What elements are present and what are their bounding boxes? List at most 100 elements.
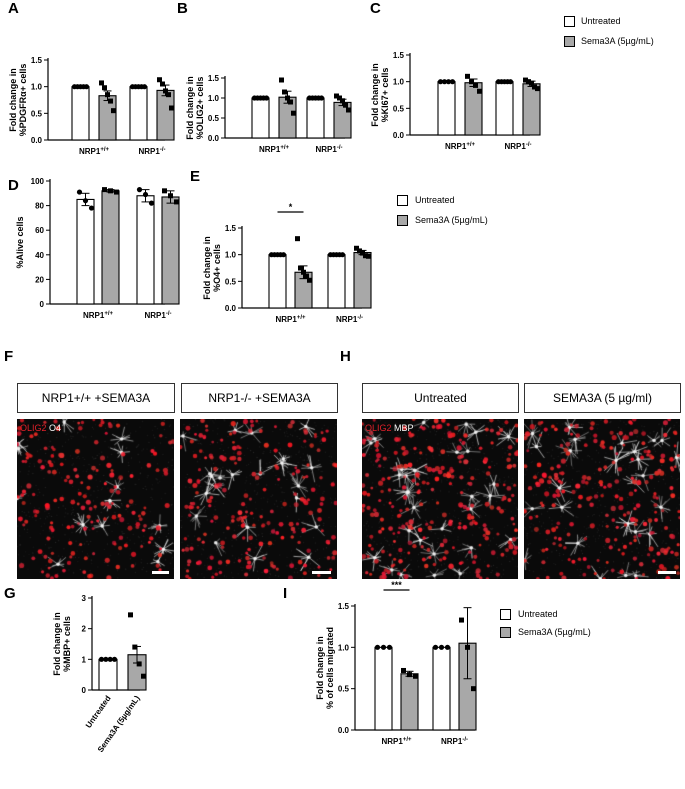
legend-swatch-untreated (397, 194, 408, 206)
y-axis-label: Fold change in%KI67+ cells (370, 63, 390, 127)
data-point (105, 92, 110, 98)
x-tick-label: Untreated (84, 694, 113, 730)
y-tick-label: 0.0 (338, 726, 350, 735)
data-point (169, 105, 174, 111)
stain-olig2: OLIG2 (20, 423, 47, 433)
data-point (334, 93, 339, 99)
y-tick-label: 1.0 (208, 94, 220, 103)
data-point (291, 110, 296, 116)
x-tick-label: NRP1-/- (138, 147, 165, 156)
x-tick-label: NRP1-/- (144, 311, 171, 320)
y-tick-label: 0.5 (393, 104, 405, 113)
y-tick-label: 20 (35, 275, 44, 284)
y-tick-label: 3 (82, 594, 87, 603)
legend-swatch-sema3a (564, 35, 575, 47)
y-axis-label: Fold change in% of cells migrated (315, 627, 335, 709)
data-point (98, 656, 105, 662)
data-point (162, 188, 167, 194)
data-point (354, 245, 359, 251)
data-point (459, 617, 464, 623)
data-point (279, 77, 284, 83)
data-point (111, 108, 116, 114)
data-point (532, 84, 537, 90)
data-point (288, 99, 293, 105)
stain-o4: O4 (46, 423, 62, 433)
data-point (343, 102, 348, 108)
scale-bar-h-right (658, 571, 676, 574)
y-tick-label: 0 (82, 686, 87, 695)
legend-swatch-sema3a (397, 214, 408, 226)
legend-swatch-untreated (500, 608, 511, 620)
y-tick-label: 0.0 (31, 136, 43, 145)
y-tick-label: 1.5 (225, 224, 237, 233)
data-point (339, 252, 346, 258)
micrograph-label-f-right: NRP1-/- +SEMA3A (181, 383, 338, 413)
y-tick-label: 1.5 (338, 602, 350, 611)
bar (437, 81, 456, 136)
data-point (363, 253, 368, 259)
x-tick-label: NRP1+/+ (259, 145, 290, 154)
data-point (295, 236, 300, 242)
x-tick-label: NRP1-/- (336, 315, 363, 324)
data-point (438, 644, 445, 650)
data-point (407, 672, 412, 678)
legend-label-untreated: Untreated (518, 609, 558, 619)
y-tick-label: 100 (31, 177, 45, 186)
data-point (108, 188, 113, 194)
bar (136, 195, 155, 305)
legend-swatch-sema3a (500, 626, 511, 638)
y-tick-label: 1.0 (225, 251, 237, 260)
data-point (432, 644, 439, 650)
data-point (141, 84, 148, 90)
data-point (366, 253, 371, 259)
data-point (132, 644, 138, 650)
micrograph-label-f-left: NRP1+/+ +SEMA3A (17, 383, 175, 413)
micrograph-h-right (524, 419, 680, 579)
data-point (136, 661, 142, 667)
data-point (304, 273, 309, 279)
y-tick-label: 0 (40, 300, 45, 309)
y-tick-label: 60 (35, 226, 44, 235)
data-point (280, 252, 287, 258)
data-point (128, 612, 133, 618)
bar (76, 198, 95, 305)
data-point (141, 673, 146, 679)
x-tick-label: NRP1-/- (441, 737, 468, 746)
scale-bar-f-left (152, 571, 169, 574)
micrograph-label-h-right: SEMA3A (5 µg/ml) (524, 383, 681, 413)
y-tick-label: 1.0 (338, 643, 350, 652)
data-point (337, 95, 342, 101)
micrograph-label-h-left: Untreated (362, 383, 519, 413)
legend-bottom: Untreated Sema3A (5µg/mL) (500, 606, 591, 640)
x-tick-label: NRP1-/- (504, 142, 531, 151)
panel-letter-i: I (283, 585, 288, 602)
stain-olig2: OLIG2 (365, 423, 392, 433)
bar (98, 658, 118, 691)
x-tick-label: NRP1+/+ (381, 737, 412, 746)
data-point (76, 189, 83, 195)
data-point (111, 656, 118, 662)
data-point (107, 656, 113, 662)
data-point (507, 79, 514, 85)
data-point (136, 187, 143, 193)
data-point (413, 673, 418, 679)
scale-bar-f-right (312, 571, 331, 574)
data-point (469, 79, 474, 85)
bar (353, 251, 372, 309)
panel-letter-g: G (4, 585, 16, 602)
bar (101, 190, 120, 305)
legend-label-untreated: Untreated (415, 195, 455, 205)
bar (129, 86, 148, 141)
data-point (307, 277, 312, 283)
y-axis-label: Fold change in%OLIG2+ cells (185, 76, 205, 140)
micrograph-f-right (180, 419, 337, 579)
chart-i: 0.0 0.5 1.0 1.5 Fold change in% of cells mig… (315, 580, 477, 735)
data-point (174, 199, 179, 205)
y-tick-label: 0.0 (393, 131, 405, 140)
data-point (346, 107, 351, 113)
